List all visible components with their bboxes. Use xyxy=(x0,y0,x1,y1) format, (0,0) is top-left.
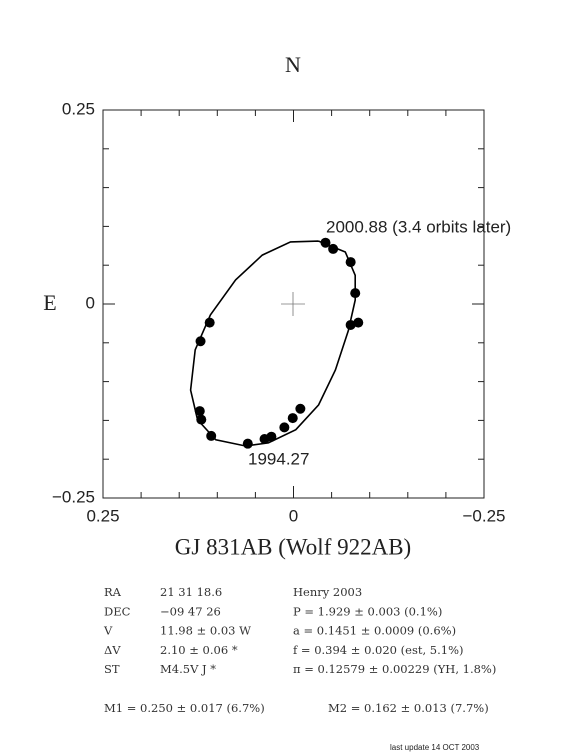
data-point xyxy=(204,317,215,328)
info-cell: 2.10 ± 0.06 * xyxy=(160,643,238,657)
data-point xyxy=(279,422,290,433)
mass-value: M1 = 0.250 ± 0.017 (6.7%) xyxy=(104,701,265,715)
info-cell: a = 0.1451 ± 0.0009 (0.6%) xyxy=(293,624,456,638)
info-cell: 21 31 18.6 xyxy=(160,585,222,599)
data-point xyxy=(266,431,277,442)
data-point xyxy=(295,403,306,414)
info-cell: f = 0.394 ± 0.020 (est, 5.1%) xyxy=(293,643,463,657)
info-cell: 11.98 ± 0.03 W xyxy=(160,624,251,638)
info-cell: P = 1.929 ± 0.003 (0.1%) xyxy=(293,604,442,618)
north-label: N xyxy=(285,52,301,77)
info-cell: Henry 2003 xyxy=(293,585,362,599)
data-point xyxy=(320,237,331,248)
data-point xyxy=(353,317,364,328)
data-point xyxy=(345,319,356,330)
info-cell: −09 47 26 xyxy=(160,604,221,618)
data-point xyxy=(345,257,356,268)
info-cell: π = 0.12579 ± 0.00229 (YH, 1.8%) xyxy=(293,662,496,676)
info-cell: RA xyxy=(104,585,122,599)
annotation: 2000.88 (3.4 orbits later) xyxy=(326,217,511,236)
chart-title: GJ 831AB (Wolf 922AB) xyxy=(175,534,411,559)
y-tick-label: 0.25 xyxy=(62,99,95,118)
y-tick-label: 0 xyxy=(86,293,95,312)
info-cell: V xyxy=(103,624,113,638)
data-point xyxy=(194,406,205,417)
east-label: E xyxy=(43,290,56,315)
data-point xyxy=(196,414,207,425)
data-point xyxy=(350,288,361,299)
footer: last update 14 OCT 2003 xyxy=(390,743,480,752)
mass-value: M2 = 0.162 ± 0.013 (7.7%) xyxy=(328,701,489,715)
data-point xyxy=(242,438,253,449)
data-point xyxy=(328,243,339,254)
info-cell: ΔV xyxy=(104,643,121,657)
x-tick-label: 0.25 xyxy=(86,506,119,525)
orbit-line xyxy=(189,240,356,447)
x-tick-label: 0 xyxy=(289,506,298,525)
y-tick-label: −0.25 xyxy=(52,487,95,506)
info-cell: M4.5V J * xyxy=(160,662,216,676)
data-point xyxy=(195,336,206,347)
info-cell: DEC xyxy=(104,604,131,618)
info-cell: ST xyxy=(104,662,120,676)
center-cross xyxy=(281,292,305,316)
x-tick-label: −0.25 xyxy=(462,506,505,525)
data-point xyxy=(206,430,217,441)
data-point xyxy=(287,413,298,424)
annotation: 1994.27 xyxy=(248,449,309,468)
